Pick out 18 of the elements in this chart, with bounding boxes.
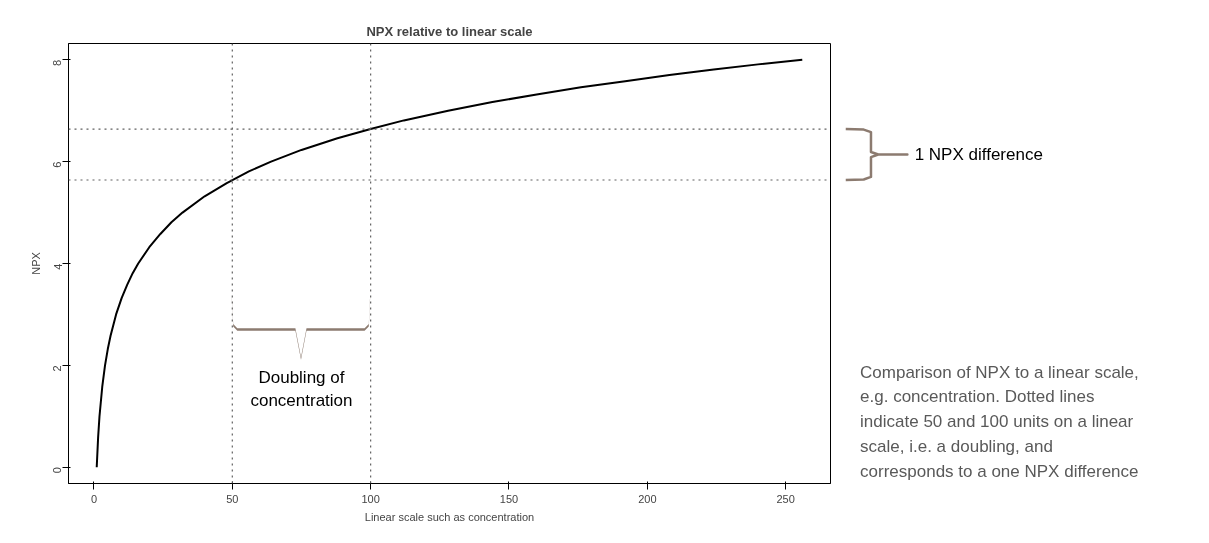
text: Comparison of NPX to a linear scale, e.g. concentration. Dotted lines indicate 50 and 100 units on a linear scale, i.e. a doubling, and corresponds to a one NPX difference <box>860 362 1139 481</box>
x-tick-label: 200 <box>638 492 657 505</box>
text: 1 NPX difference <box>914 145 1043 165</box>
y-tick-label: 0 <box>51 467 64 474</box>
chart-title: NPX relative to linear scale <box>366 23 533 39</box>
x-tick-label: 150 <box>499 492 519 505</box>
y-tick-label: 4 <box>51 263 64 270</box>
x-tick-label: 100 <box>361 492 380 505</box>
y-tick-label: 6 <box>51 161 64 168</box>
y-axis-title: NPX <box>29 251 42 275</box>
x-tick-label: 50 <box>226 492 239 505</box>
y-tick-label: 8 <box>51 59 64 66</box>
annotation: Doubling of concentration <box>250 367 353 410</box>
line-series <box>95 58 804 469</box>
x-tick-label: 250 <box>776 492 795 505</box>
x-tick-label: 0 <box>90 492 98 505</box>
x-axis-title: Linear scale such as concentration <box>364 510 535 523</box>
y-tick-label: 2 <box>51 365 64 372</box>
